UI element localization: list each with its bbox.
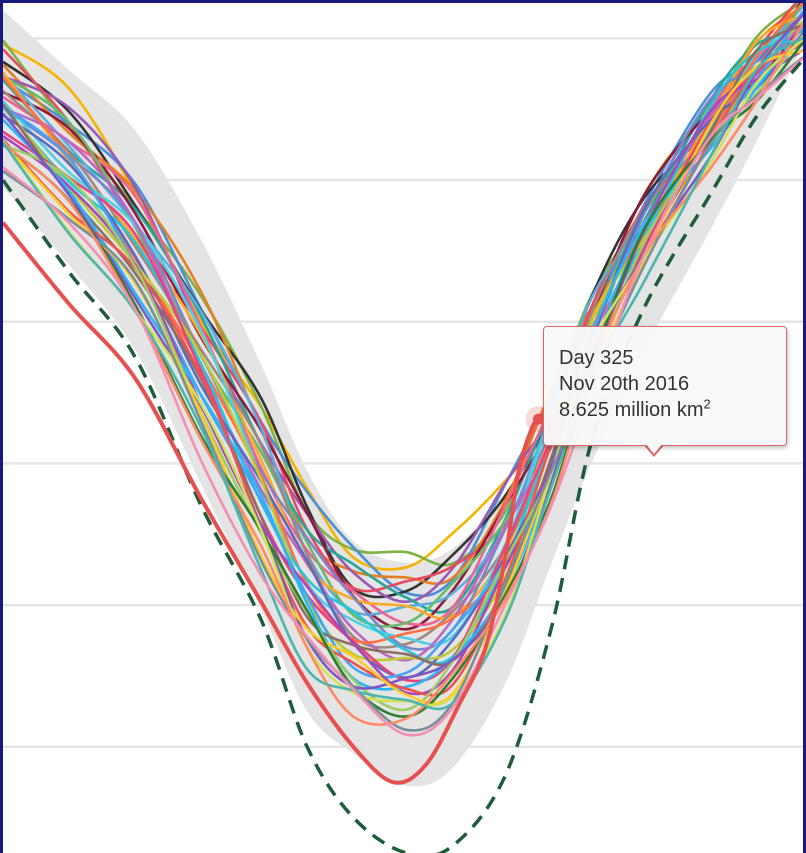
year-line-28[interactable] (3, 34, 803, 712)
year-line-3[interactable] (3, 28, 803, 598)
year-line-34[interactable] (3, 22, 803, 726)
year-line-36[interactable] (3, 57, 803, 737)
year-lines (3, 3, 803, 737)
tooltip: Day 325 Nov 20th 2016 8.625 million km2 (543, 326, 787, 446)
tooltip-arrow-inner (645, 443, 663, 454)
tooltip-value-unit-sup: 2 (703, 396, 711, 412)
year-line-32[interactable] (3, 38, 803, 707)
year-line-33[interactable] (3, 56, 803, 732)
tooltip-value-text: 8.625 million km (559, 399, 704, 421)
tooltip-day: Day 325 (559, 347, 634, 369)
lowest-year-dashed-line (3, 58, 803, 853)
tooltip-date: Nov 20th 2016 (559, 373, 690, 395)
tooltip-value: 8.625 million km2 (559, 397, 786, 423)
hover-point[interactable] (533, 413, 545, 425)
current-year-line[interactable] (3, 221, 541, 785)
year-line-35[interactable] (3, 36, 803, 711)
sea-ice-extent-chart (3, 3, 803, 853)
year-line-22[interactable] (3, 39, 803, 683)
